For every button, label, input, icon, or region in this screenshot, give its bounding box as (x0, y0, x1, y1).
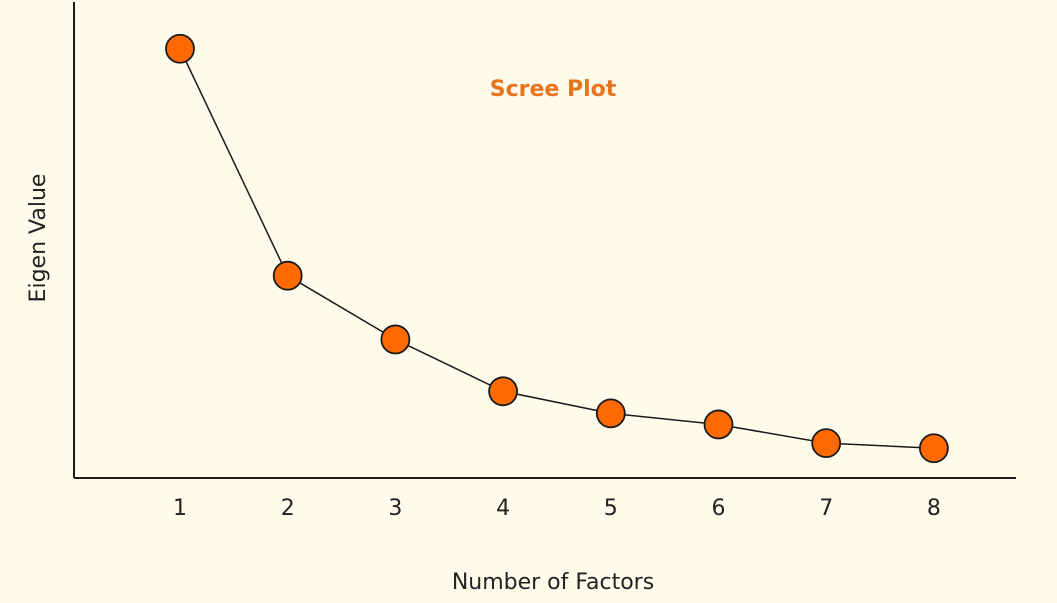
series-line (179, 48, 934, 449)
x-tick-label-2: 2 (281, 496, 295, 521)
data-point-7 (811, 428, 842, 459)
chart-title: Scree Plot (490, 77, 617, 102)
data-points (165, 33, 949, 464)
x-tick-label-7: 7 (819, 496, 833, 521)
data-point-1 (165, 33, 195, 64)
data-point-4 (488, 376, 519, 407)
x-tick-label-3: 3 (388, 496, 402, 521)
x-tick-labels: 1 2 3 4 5 6 7 8 (173, 496, 941, 521)
x-axis-label: Number of Factors (452, 570, 654, 595)
x-tick-label-4: 4 (496, 496, 510, 521)
data-point-8 (919, 433, 949, 464)
data-point-2 (272, 260, 303, 291)
axes (73, 2, 1016, 479)
data-point-5 (595, 398, 626, 429)
x-tick-label-1: 1 (173, 496, 187, 521)
x-tick-label-6: 6 (712, 496, 726, 521)
y-axis-label: Eigen Value (26, 174, 51, 303)
x-tick-label-8: 8 (927, 496, 941, 521)
data-point-3 (380, 324, 411, 355)
data-point-6 (703, 409, 734, 440)
x-tick-label-5: 5 (604, 496, 618, 521)
